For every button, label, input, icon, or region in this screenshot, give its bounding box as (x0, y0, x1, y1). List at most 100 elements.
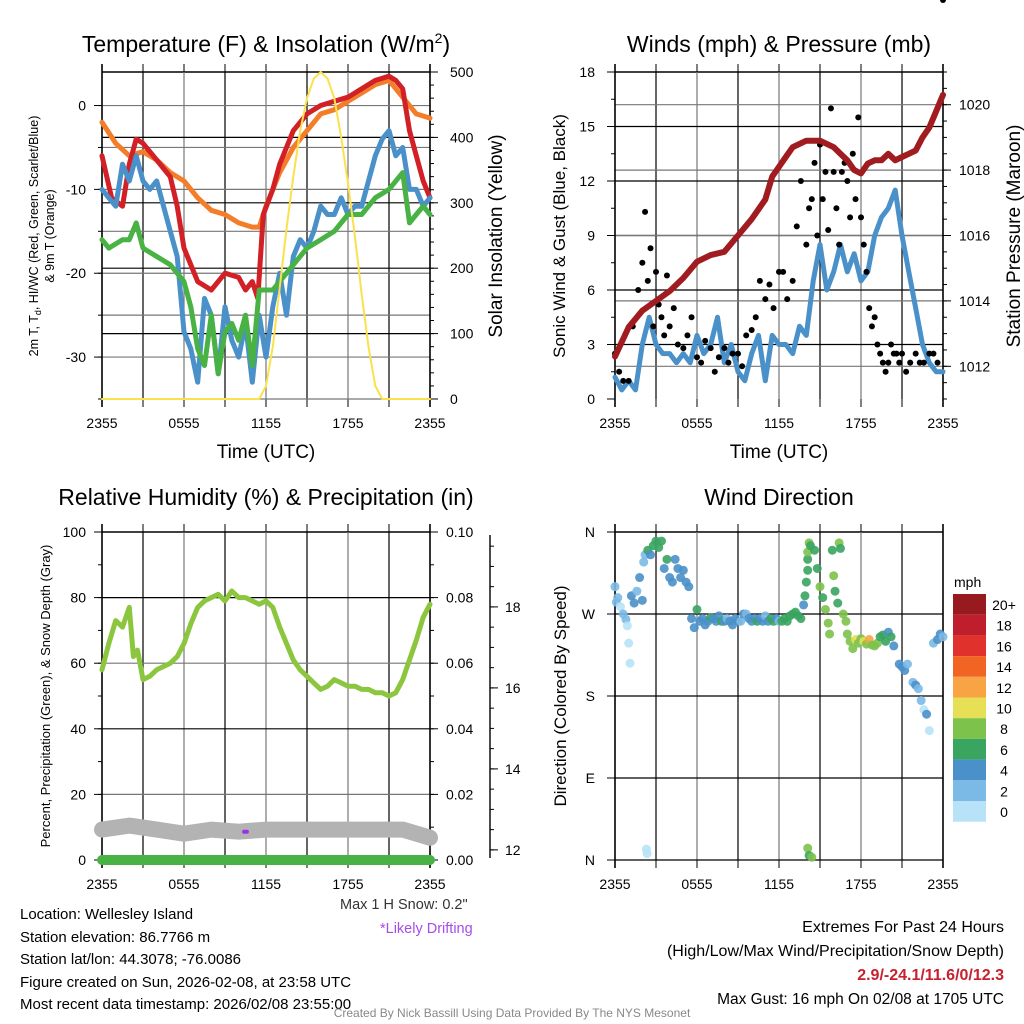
series-sonic-wind (612, 187, 946, 393)
gust-point (766, 281, 773, 288)
gust-point (620, 377, 627, 384)
direction-point (800, 591, 810, 601)
direction-point (818, 593, 828, 603)
colorbar-label: 16 (996, 638, 1012, 654)
direction-point (624, 638, 634, 648)
gust-point (844, 178, 851, 184)
gust-point (920, 359, 927, 366)
direction-tick-label: S (586, 688, 595, 704)
colorbar-label: 8 (1000, 721, 1008, 737)
direction-point (886, 632, 896, 642)
series-2m-t (99, 73, 433, 301)
gust-point (916, 359, 923, 366)
direction-point (662, 554, 672, 564)
colorbar-label: 14 (996, 659, 1012, 675)
gust-point (803, 241, 810, 248)
direction-point (637, 595, 647, 605)
x-tick-label: 0555 (681, 876, 712, 892)
direction-point (803, 565, 813, 575)
extremes-block: Extremes For Past 24 Hours (High/Low/Max… (667, 916, 1004, 1012)
direction-point (830, 586, 840, 596)
y-tick-label: 9 (587, 228, 595, 244)
gust-point (879, 359, 886, 366)
y2-tick-label: 500 (450, 64, 474, 80)
likely-drifting-note: *Likely Drifting (380, 921, 473, 937)
y2-tick-label: 1014 (959, 293, 990, 309)
y2-tick-label: 1018 (959, 162, 990, 178)
x-tick-label: 1755 (332, 876, 363, 892)
gust-point (639, 259, 646, 266)
direction-point (635, 573, 645, 583)
gust-point (930, 350, 937, 357)
colorbar-label: 12 (996, 680, 1012, 696)
max-gust-text: Max Gust: 16 mph On 02/08 at 1705 UTC (717, 991, 1004, 1008)
gust-point (647, 245, 654, 252)
x-tick-label: 1755 (845, 415, 876, 431)
gust-point (735, 350, 741, 357)
gust-point (725, 359, 732, 366)
panel-humidity: 2355 0555 1155 1755 23550204060801000.000.02… (63, 524, 521, 892)
direction-point (812, 563, 822, 573)
y-tick-label: 0 (78, 98, 86, 114)
colorbar-swatch (953, 780, 986, 801)
gust-point (752, 314, 759, 321)
direction-point (796, 614, 806, 624)
temperature-ylabel-line2: & 9m T (Orange) (43, 189, 57, 282)
x-tick-label: 1155 (251, 876, 281, 892)
gust-point (940, 0, 946, 3)
direction-point (656, 536, 666, 546)
temperature-chart-title: Temperature (F) & Insolation (W/m2) (82, 30, 450, 57)
direction-point (838, 609, 848, 619)
y-tick-label: 12 (579, 173, 595, 189)
x-tick-label: 0555 (681, 415, 712, 431)
gust-point (912, 350, 919, 357)
gust-point (871, 314, 878, 321)
gust-point (885, 359, 892, 366)
direction-point (801, 577, 811, 587)
direction-point (646, 550, 656, 560)
x-tick-label: 0555 (168, 876, 199, 892)
gust-point (899, 350, 905, 357)
series-relative-humidity (99, 588, 433, 699)
gust-point (658, 314, 665, 321)
y2-tick-label: 0.10 (446, 524, 473, 540)
direction-point (659, 563, 669, 573)
extremes-title: Extremes For Past 24 Hours (802, 919, 1004, 936)
temperature-ylabel-line1: 2m T, Td, HI/WC (Red, Green, Scarlet/Blu… (27, 116, 43, 357)
y-tick-label: 0 (587, 391, 595, 407)
gust-point (893, 350, 900, 357)
gust-point (702, 337, 709, 344)
series-wind-chill (99, 128, 433, 385)
gust-point (674, 341, 681, 348)
gust-point (888, 341, 895, 348)
gust-point (849, 150, 856, 157)
gust-point (789, 277, 796, 284)
y-tick-label: 40 (70, 721, 86, 737)
direction-point (692, 604, 702, 614)
gust-point (852, 196, 859, 203)
direction-point (622, 621, 632, 631)
y2-tick-label: 1016 (959, 228, 990, 244)
gust-point (616, 368, 623, 375)
y-tick-label: 6 (587, 282, 595, 298)
gust-point (814, 232, 821, 239)
colorbar-label: 10 (996, 701, 1012, 717)
colorbar-label: 0 (1000, 804, 1008, 820)
gust-point (663, 272, 670, 279)
gust-point (688, 314, 695, 321)
gust-point (743, 332, 750, 339)
x-tick-label: 1755 (845, 876, 876, 892)
colorbar-label: 4 (1000, 763, 1008, 779)
direction-point (615, 602, 625, 612)
direction-point (799, 600, 809, 610)
gust-point (827, 105, 834, 112)
gust-point (625, 377, 632, 384)
wind-ylabel: Sonic Wind & Gust (Blue, Black) (550, 114, 569, 358)
gust-point (644, 277, 651, 284)
y-tick-label: -10 (66, 181, 86, 197)
y2-tick-label: 300 (450, 195, 474, 211)
direction-point (803, 554, 813, 564)
gust-point (874, 341, 881, 348)
colorbar-swatch (953, 676, 986, 698)
x-tick-label: 1755 (332, 415, 363, 431)
